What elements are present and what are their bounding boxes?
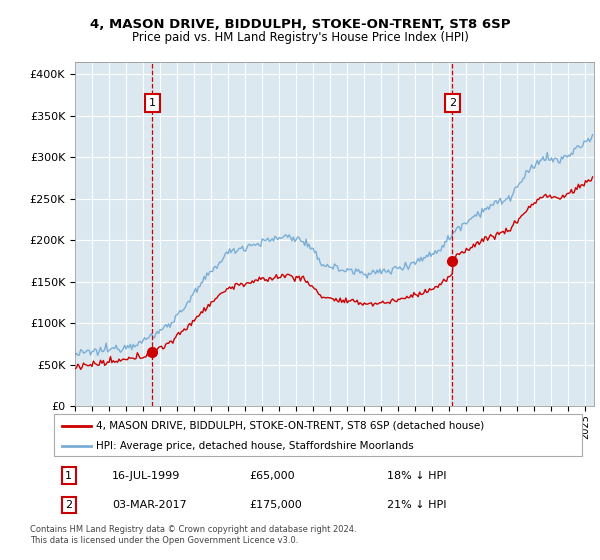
Text: 18% ↓ HPI: 18% ↓ HPI <box>386 470 446 480</box>
Text: Price paid vs. HM Land Registry's House Price Index (HPI): Price paid vs. HM Land Registry's House … <box>131 31 469 44</box>
Text: 21% ↓ HPI: 21% ↓ HPI <box>386 500 446 510</box>
Text: 2: 2 <box>65 500 73 510</box>
FancyBboxPatch shape <box>54 414 582 456</box>
Text: 03-MAR-2017: 03-MAR-2017 <box>112 500 187 510</box>
Text: Contains HM Land Registry data © Crown copyright and database right 2024.
This d: Contains HM Land Registry data © Crown c… <box>30 525 356 545</box>
Text: 4, MASON DRIVE, BIDDULPH, STOKE-ON-TRENT, ST8 6SP: 4, MASON DRIVE, BIDDULPH, STOKE-ON-TRENT… <box>90 18 510 31</box>
Text: £175,000: £175,000 <box>250 500 302 510</box>
Text: 16-JUL-1999: 16-JUL-1999 <box>112 470 181 480</box>
Text: HPI: Average price, detached house, Staffordshire Moorlands: HPI: Average price, detached house, Staf… <box>96 441 414 451</box>
Text: 1: 1 <box>149 98 156 108</box>
Text: 2: 2 <box>449 98 456 108</box>
Text: £65,000: £65,000 <box>250 470 295 480</box>
Text: 1: 1 <box>65 470 72 480</box>
Text: 4, MASON DRIVE, BIDDULPH, STOKE-ON-TRENT, ST8 6SP (detached house): 4, MASON DRIVE, BIDDULPH, STOKE-ON-TRENT… <box>96 421 484 431</box>
